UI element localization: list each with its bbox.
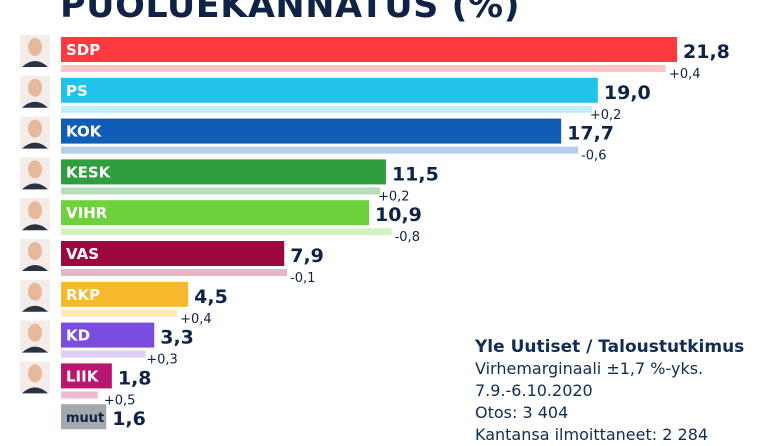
value-label: 1,8	[118, 367, 152, 389]
bar-muut	[61, 404, 107, 430]
bar-kesk	[61, 159, 386, 185]
avatar-face	[28, 78, 42, 97]
change-label: -0,1	[290, 271, 315, 286]
avatar-face	[28, 242, 42, 260]
avatar-face	[28, 282, 42, 301]
bar-label: KD	[66, 327, 90, 345]
previous-bar	[61, 228, 392, 236]
bar-label: VAS	[66, 245, 99, 263]
avatar-face	[28, 323, 42, 342]
previous-bar	[61, 187, 381, 195]
change-label: +0,3	[146, 353, 178, 368]
chart-title: PUOLUEKANNATUS (%)	[60, 0, 521, 26]
avatar-shoulders	[22, 265, 48, 271]
bar-rkp	[61, 281, 189, 307]
value-label: 19,0	[604, 82, 651, 104]
change-label: +0,2	[590, 108, 622, 123]
value-label: 4,5	[194, 286, 228, 308]
avatar-shoulders	[22, 224, 48, 231]
value-label: 1,6	[112, 408, 146, 430]
bar-ps	[61, 77, 598, 103]
change-label: +0,5	[104, 393, 136, 408]
avatar-shoulders	[22, 142, 48, 149]
bar-label: VIHR	[66, 204, 108, 222]
previous-bar	[61, 269, 288, 276]
avatar-shoulders	[22, 61, 48, 67]
change-label: -0,6	[581, 149, 606, 164]
bar-vihr	[61, 200, 369, 226]
avatar-shoulders	[22, 305, 48, 312]
change-label: -0,8	[395, 230, 420, 245]
previous-bar	[61, 105, 593, 113]
previous-bar	[61, 65, 666, 72]
error-margin: Virhemarginaali ±1,7 %-yks.	[475, 359, 704, 378]
value-label: 21,8	[683, 41, 730, 63]
previous-bar	[61, 350, 146, 358]
source-info: Yle Uutiset / Taloustutkimus Virhemargin…	[475, 336, 744, 446]
previous-bar	[61, 391, 98, 399]
value-label: 3,3	[160, 327, 194, 349]
sample-size: Otos: 3 404	[475, 403, 569, 422]
previous-bar	[61, 146, 579, 154]
avatar-shoulders	[22, 101, 48, 108]
avatar-face	[28, 201, 42, 220]
bar-label: LIIK	[66, 367, 100, 385]
survey-period: 7.9.-6.10.2020	[475, 381, 593, 400]
previous-bar	[61, 309, 177, 317]
source-heading: Yle Uutiset / Taloustutkimus	[475, 337, 745, 357]
value-label: 10,9	[375, 204, 422, 226]
bar-label: muut	[66, 411, 104, 426]
bar-chart: SDP 21,8 +0,4 PS 19,0 +0,2 KOK 17,7 -0,6 KESK 11,5…	[20, 35, 730, 430]
change-label: +0,4	[180, 312, 212, 327]
change-label: +0,4	[669, 67, 701, 82]
avatar-shoulders	[22, 346, 48, 353]
bar-liik	[61, 363, 112, 389]
value-label: 11,5	[392, 163, 439, 185]
bar-label: KESK	[66, 163, 112, 181]
avatar-shoulders	[22, 183, 48, 190]
avatar-face	[28, 364, 42, 383]
bar-vas	[61, 241, 285, 266]
bar-label: RKP	[66, 286, 100, 304]
bar-kok	[61, 118, 562, 144]
stated-count: Kantansa ilmoittaneet: 2 284	[475, 425, 709, 444]
avatar-face	[28, 160, 42, 179]
change-label: +0,2	[378, 189, 410, 204]
value-label: 17,7	[567, 123, 614, 145]
avatar-face	[28, 38, 42, 56]
value-label: 7,9	[290, 245, 324, 267]
avatar-shoulders	[22, 387, 48, 394]
bar-label: SDP	[66, 41, 100, 59]
bar-label: KOK	[66, 123, 103, 141]
bar-kd	[61, 322, 155, 348]
avatar-face	[28, 119, 42, 138]
bar-sdp	[61, 37, 677, 62]
bar-label: PS	[66, 82, 88, 100]
